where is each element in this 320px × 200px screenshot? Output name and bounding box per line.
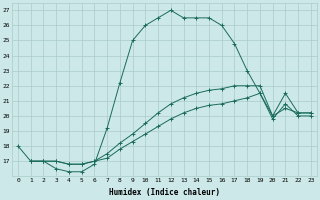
X-axis label: Humidex (Indice chaleur): Humidex (Indice chaleur) [109, 188, 220, 197]
